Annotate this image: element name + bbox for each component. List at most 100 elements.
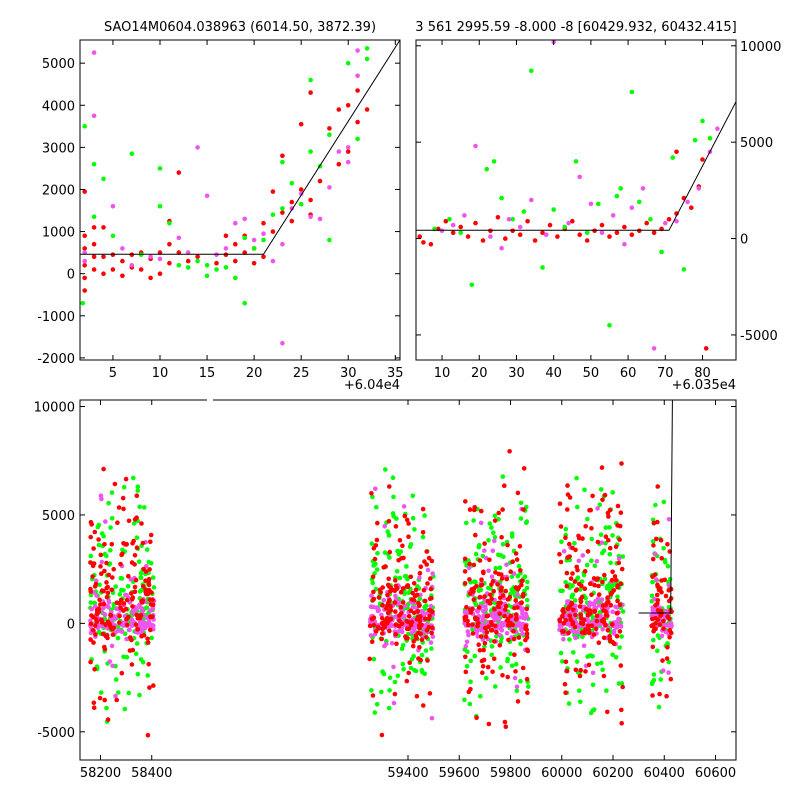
bottom-point-red bbox=[505, 674, 511, 680]
bottom-point-red bbox=[139, 599, 144, 604]
bottom-point-red bbox=[109, 587, 114, 593]
bottom-point-magenta bbox=[490, 548, 496, 553]
bottom-point-red bbox=[479, 577, 484, 582]
bottom-point-red bbox=[557, 501, 563, 507]
top-left-point-green bbox=[280, 206, 285, 211]
top-right-point-red bbox=[599, 222, 605, 228]
bottom-point-magenta bbox=[666, 517, 672, 522]
panel-top-right: 3 561 2995.59 -8.000 -8 [60429.932, 6043… bbox=[415, 20, 781, 393]
bottom-point-red bbox=[369, 639, 375, 644]
bottom-point-green bbox=[500, 474, 506, 479]
top-left-point-red bbox=[157, 271, 163, 277]
top-left-point-red bbox=[82, 246, 87, 251]
bottom-point-red bbox=[524, 676, 530, 682]
top-left-point-green bbox=[364, 46, 370, 51]
bottom-point-green bbox=[146, 559, 152, 565]
bottom-point-red bbox=[572, 579, 578, 584]
bottom-point-red bbox=[385, 592, 390, 598]
bottom-point-red bbox=[141, 566, 146, 572]
bottom-point-green bbox=[96, 542, 102, 548]
bottom-point-magenta bbox=[129, 617, 135, 622]
top-left-point-green bbox=[280, 159, 285, 165]
bottom-point-red bbox=[615, 503, 621, 509]
top-left-point-red bbox=[195, 254, 200, 260]
bottom-point-green bbox=[514, 688, 520, 694]
bottom-point-red bbox=[109, 627, 115, 632]
top-left-point-red bbox=[355, 119, 360, 125]
top-left-point-green bbox=[327, 132, 332, 137]
bottom-point-magenta bbox=[131, 610, 136, 615]
bottom-point-red bbox=[563, 690, 568, 695]
bottom-point-green bbox=[134, 535, 140, 540]
bottom-point-red bbox=[94, 611, 100, 617]
bottom-point-red bbox=[104, 560, 109, 566]
bottom-point-red bbox=[401, 555, 406, 561]
bottom-point-green bbox=[595, 661, 600, 667]
panel-top-left-frame bbox=[79, 39, 401, 361]
bottom-point-red bbox=[487, 601, 493, 606]
bottom-point-red bbox=[607, 545, 613, 551]
bottom-point-red bbox=[607, 634, 612, 639]
bottom-point-red bbox=[570, 571, 575, 576]
top-left-point-green bbox=[157, 166, 163, 171]
bottom-point-green bbox=[487, 521, 493, 526]
bottom-point-green bbox=[121, 654, 126, 660]
bottom-point-red bbox=[463, 654, 468, 660]
bottom-point-red bbox=[427, 613, 432, 619]
bottom-point-red bbox=[139, 521, 144, 526]
top-left-point-magenta bbox=[336, 149, 342, 154]
bottom-point-red bbox=[605, 628, 611, 633]
bottom-point-magenta bbox=[373, 486, 378, 492]
bottom-point-red bbox=[489, 596, 494, 602]
bottom-point-green bbox=[369, 688, 374, 693]
bottom-point-green bbox=[576, 688, 582, 693]
bottom-point-red bbox=[132, 553, 138, 558]
bottom-point-green bbox=[508, 651, 513, 657]
top-left-x-tick-label: 10 bbox=[152, 366, 169, 381]
bottom-point-red bbox=[372, 556, 378, 562]
bottom-point-red bbox=[565, 507, 570, 512]
bottom-point-green bbox=[572, 541, 577, 546]
bottom-point-magenta bbox=[581, 643, 587, 649]
bottom-point-green bbox=[396, 551, 402, 557]
bottom-point-red bbox=[424, 635, 429, 640]
top-left-point-green bbox=[185, 265, 191, 270]
bottom-point-green bbox=[107, 561, 113, 566]
top-left-point-green bbox=[195, 258, 200, 264]
bottom-point-red bbox=[420, 530, 426, 535]
bottom-point-red bbox=[564, 583, 570, 589]
bottom-point-red bbox=[497, 595, 503, 600]
bottom-point-green bbox=[667, 577, 673, 582]
bottom-point-red bbox=[392, 691, 398, 697]
bottom-point-green bbox=[492, 513, 498, 518]
bottom-point-green bbox=[526, 684, 531, 689]
bottom-point-magenta bbox=[497, 632, 503, 638]
bottom-point-magenta bbox=[463, 644, 469, 649]
top-right-x-tick-label: 50 bbox=[583, 366, 600, 381]
bottom-point-green bbox=[605, 583, 610, 589]
bottom-point-green bbox=[590, 682, 596, 688]
bottom-point-red bbox=[502, 483, 507, 489]
top-right-point-red bbox=[607, 234, 612, 239]
bottom-point-red bbox=[91, 614, 96, 620]
bottom-point-red bbox=[106, 572, 111, 578]
bottom-point-green bbox=[473, 579, 478, 585]
bottom-point-red bbox=[392, 600, 398, 605]
bottom-x-tick-label: 59600 bbox=[439, 766, 480, 781]
bottom-point-red bbox=[650, 556, 656, 562]
bottom-point-green bbox=[509, 587, 514, 592]
bottom-point-green bbox=[599, 660, 604, 666]
bottom-point-red bbox=[481, 647, 486, 653]
top-right-point-magenta bbox=[651, 346, 657, 351]
bottom-point-red bbox=[424, 549, 430, 554]
bottom-point-red bbox=[520, 594, 526, 599]
bottom-point-red bbox=[562, 681, 568, 687]
bottom-point-green bbox=[560, 659, 565, 664]
bottom-point-magenta bbox=[92, 604, 98, 609]
bottom-point-green bbox=[390, 511, 396, 516]
bottom-point-green bbox=[464, 664, 470, 669]
bottom-point-red bbox=[99, 617, 104, 622]
top-right-point-magenta bbox=[599, 230, 605, 236]
bottom-point-red bbox=[123, 476, 129, 482]
bottom-point-red bbox=[103, 622, 108, 627]
